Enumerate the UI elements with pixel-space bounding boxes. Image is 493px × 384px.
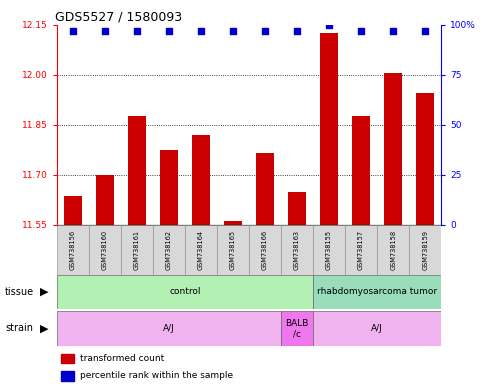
Text: GSM738165: GSM738165	[230, 230, 236, 270]
Bar	[256, 153, 274, 225]
Bar	[385, 73, 402, 225]
Point	[69, 28, 77, 34]
Bar	[61, 354, 74, 363]
Bar	[313, 311, 441, 346]
Text: GSM738166: GSM738166	[262, 230, 268, 270]
Bar	[121, 225, 153, 275]
Text: GSM738160: GSM738160	[102, 230, 108, 270]
Bar	[224, 221, 242, 225]
Bar	[57, 311, 281, 346]
Bar	[417, 93, 434, 225]
Bar	[217, 225, 249, 275]
Bar	[313, 275, 441, 309]
Text: GSM738162: GSM738162	[166, 230, 172, 270]
Bar	[281, 311, 313, 346]
Bar	[96, 175, 113, 225]
Bar	[61, 371, 74, 381]
Bar	[249, 225, 281, 275]
Text: GSM738159: GSM738159	[422, 230, 428, 270]
Bar	[345, 225, 377, 275]
Text: percentile rank within the sample: percentile rank within the sample	[80, 371, 233, 380]
Text: GSM738158: GSM738158	[390, 230, 396, 270]
Point	[389, 28, 397, 34]
Text: A/J: A/J	[163, 324, 175, 333]
Text: control: control	[169, 287, 201, 296]
Point	[421, 28, 429, 34]
Bar	[57, 225, 89, 275]
Text: tissue: tissue	[5, 287, 34, 297]
Bar	[192, 135, 210, 225]
Text: A/J: A/J	[371, 324, 383, 333]
Point	[293, 28, 301, 34]
Text: BALB
/c: BALB /c	[285, 319, 309, 338]
Bar	[128, 116, 145, 225]
Bar	[160, 150, 177, 225]
Bar	[89, 225, 121, 275]
Text: rhabdomyosarcoma tumor: rhabdomyosarcoma tumor	[317, 287, 437, 296]
Text: GSM738164: GSM738164	[198, 230, 204, 270]
Point	[101, 28, 108, 34]
Text: GSM738157: GSM738157	[358, 230, 364, 270]
Bar	[153, 225, 185, 275]
Point	[197, 28, 205, 34]
Bar	[281, 225, 313, 275]
Point	[357, 28, 365, 34]
Text: strain: strain	[5, 323, 33, 333]
Bar	[57, 275, 313, 309]
Point	[165, 28, 173, 34]
Bar	[409, 225, 441, 275]
Point	[325, 22, 333, 28]
Text: ▶: ▶	[40, 287, 49, 297]
Text: GSM738156: GSM738156	[70, 230, 76, 270]
Bar	[377, 225, 409, 275]
Bar	[320, 33, 338, 225]
Bar	[288, 192, 306, 225]
Text: GSM738155: GSM738155	[326, 230, 332, 270]
Text: transformed count: transformed count	[80, 354, 164, 363]
Bar	[352, 116, 370, 225]
Point	[229, 28, 237, 34]
Text: GSM738163: GSM738163	[294, 230, 300, 270]
Bar	[313, 225, 345, 275]
Text: GSM738161: GSM738161	[134, 230, 140, 270]
Point	[133, 28, 141, 34]
Text: GDS5527 / 1580093: GDS5527 / 1580093	[55, 11, 182, 24]
Bar	[185, 225, 217, 275]
Point	[261, 28, 269, 34]
Bar	[64, 196, 81, 225]
Text: ▶: ▶	[40, 323, 49, 333]
